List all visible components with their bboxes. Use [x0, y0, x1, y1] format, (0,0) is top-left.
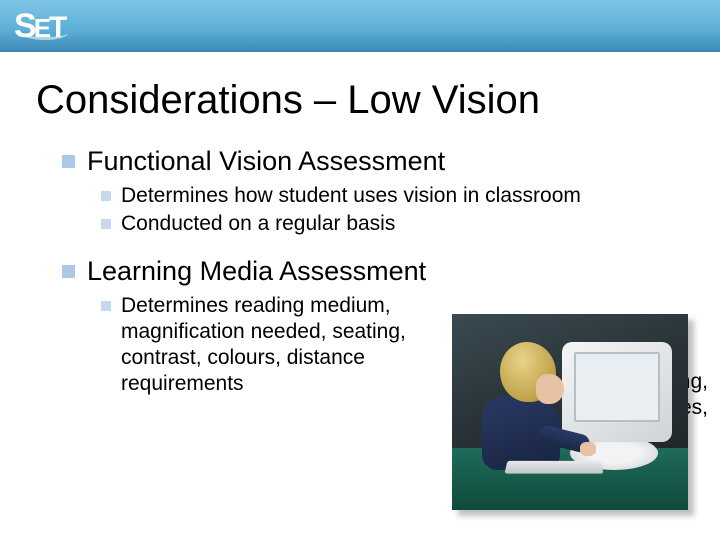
subbullet-text: Determines how student uses vision in cl…: [121, 183, 581, 209]
square-bullet-icon: [101, 301, 111, 311]
student-photo: [452, 314, 688, 510]
square-bullet-icon: [62, 265, 75, 278]
subbullet-text: Conducted on a regular basis: [121, 211, 395, 237]
photo-illustration: [452, 314, 688, 510]
square-bullet-icon: [62, 155, 75, 168]
bullet-functional-vision: Functional Vision Assessment: [62, 146, 696, 177]
slide-title: Considerations – Low Vision: [36, 78, 540, 123]
logo-swoosh: [22, 26, 68, 40]
slide-header: S E T: [0, 0, 720, 52]
bullet-text: Learning Media Assessment: [87, 256, 426, 287]
subbullet-determines-classroom: Determines how student uses vision in cl…: [101, 183, 696, 209]
bullet-learning-media: Learning Media Assessment: [62, 256, 696, 287]
subbullet-regular-basis: Conducted on a regular basis: [101, 211, 696, 237]
subbullet-text: Determines reading medium, magnification…: [121, 293, 431, 398]
square-bullet-icon: [101, 219, 111, 229]
bullet-text: Functional Vision Assessment: [87, 146, 445, 177]
square-bullet-icon: [101, 191, 111, 201]
